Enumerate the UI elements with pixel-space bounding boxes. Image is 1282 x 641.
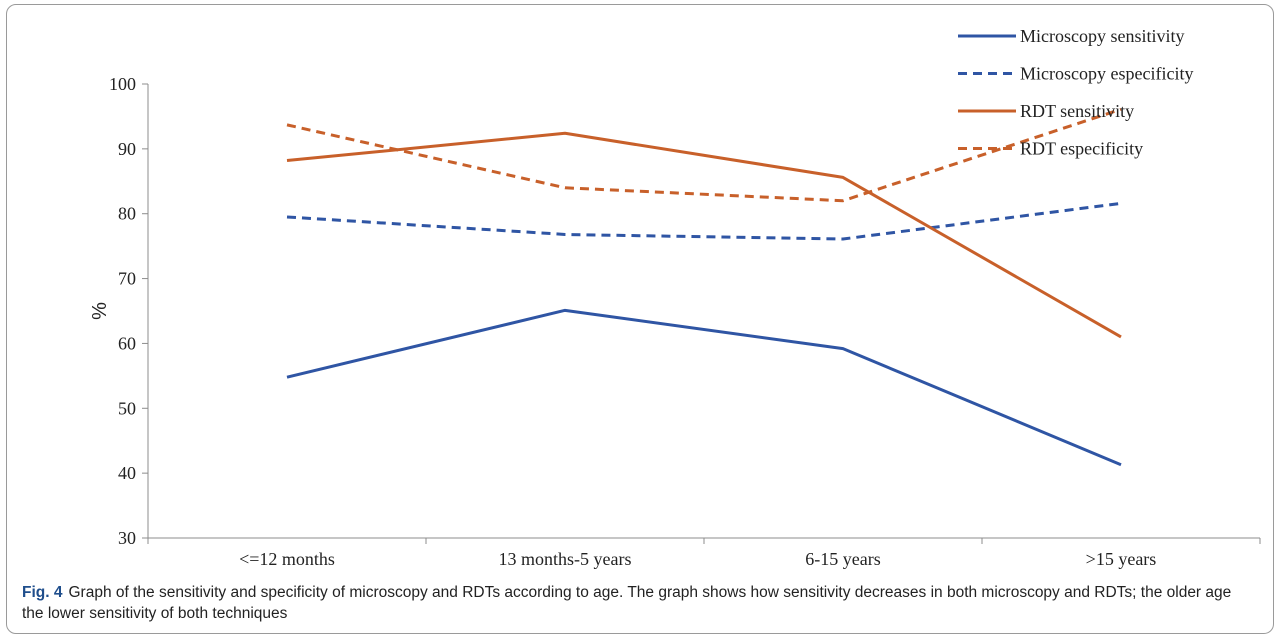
legend-label: RDT sensitivity [1020, 101, 1134, 121]
y-tick-label: 70 [118, 269, 136, 289]
legend-label: RDT especificity [1020, 139, 1143, 159]
y-tick-label: 80 [118, 204, 136, 224]
y-tick-label: 90 [118, 139, 136, 159]
y-tick-label: 40 [118, 463, 136, 483]
figure-label: Fig. 4 [22, 584, 63, 601]
y-tick-label: 60 [118, 333, 136, 353]
series-line-4 [286, 107, 1122, 203]
series-line-2 [286, 201, 1122, 241]
figure-caption: Fig. 4 Graph of the sensitivity and speci… [22, 582, 1252, 624]
series-line-1 [286, 308, 1122, 467]
x-tick-label: 13 months-5 years [499, 549, 632, 569]
figure-frame [6, 4, 1274, 634]
chart-legend: Microscopy sensitivity Microscopy especif… [958, 26, 1193, 159]
legend-label: Microscopy sensitivity [1020, 26, 1185, 46]
y-tick-label: 30 [118, 528, 136, 548]
series-line-3 [286, 131, 1122, 339]
y-tick-label: 50 [118, 398, 136, 418]
y-tick-label: 100 [109, 74, 136, 94]
x-tick-label: <=12 months [239, 549, 335, 569]
figure-caption-text: Graph of the sensitivity and specificity… [22, 584, 1232, 622]
legend-label: Microscopy especificity [1020, 64, 1193, 84]
chart-axes: 30 40 50 60 70 80 90 100 <=12 months 13 months-5 … [109, 74, 1261, 569]
x-tick-label: >15 years [1086, 549, 1157, 569]
x-tick-label: 6-15 years [805, 549, 880, 569]
chart-series [286, 107, 1122, 467]
y-axis-label: % [89, 302, 111, 320]
